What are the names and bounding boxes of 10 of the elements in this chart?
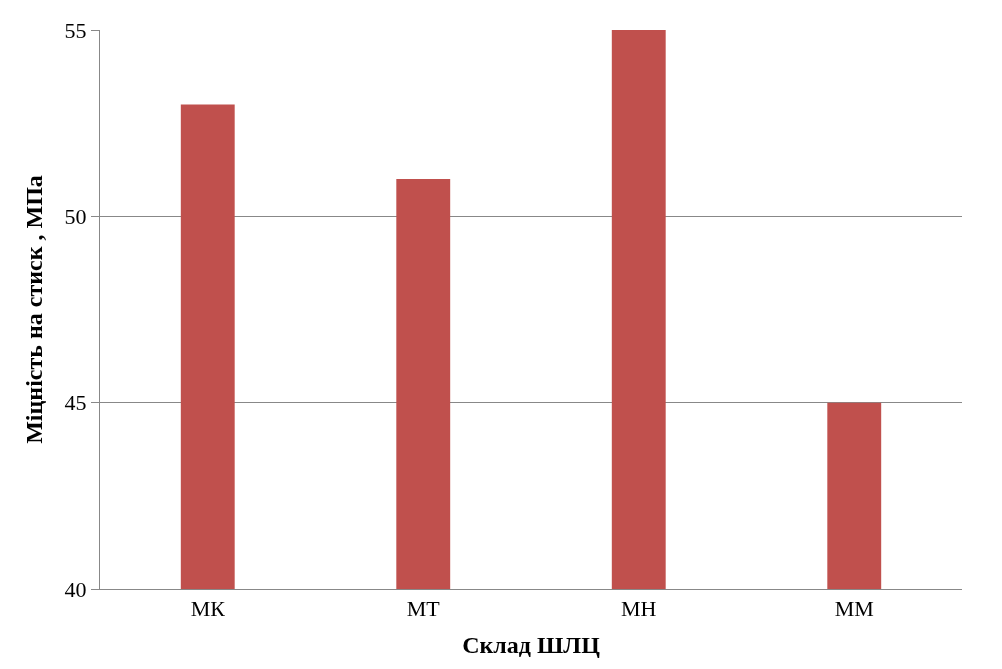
y-axis-title: Міцність на стиск , МПа: [20, 175, 47, 444]
x-tick-label: ММ: [834, 596, 874, 622]
x-axis-title: Склад ШЛЦ: [462, 631, 601, 658]
y-tick-label: 45: [64, 390, 87, 416]
y-tick-label: 40: [64, 576, 87, 602]
x-tick-label: МК: [190, 596, 226, 622]
y-tick-label: 55: [64, 17, 87, 43]
x-tick-label: МН: [621, 596, 657, 622]
x-tick-label: МТ: [406, 596, 441, 622]
y-tick-label: 50: [64, 204, 87, 230]
